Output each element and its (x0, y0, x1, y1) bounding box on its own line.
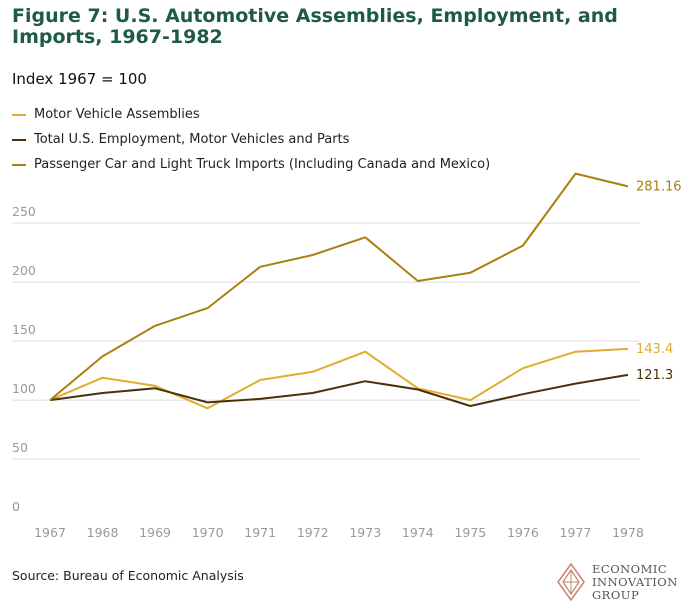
x-tick-label-1971: 1971 (244, 525, 276, 540)
x-tick-label-1977: 1977 (560, 525, 592, 540)
logo-line-2: INNOVATION (592, 574, 678, 589)
series-layer (49, 172, 629, 410)
end-label-assemblies: 143.4 (636, 342, 673, 357)
logo-line-3: GROUP (592, 587, 640, 602)
legend-label-imports: Passenger Car and Light Truck Imports (I… (34, 157, 491, 172)
legend-swatch-assemblies (12, 113, 26, 116)
logo-line-1: ECONOMIC (592, 561, 668, 576)
y-tick-label-200: 200 (12, 263, 36, 278)
legend-swatch-imports (12, 163, 26, 166)
chart-title: Figure 7: U.S. Automotive Assemblies, Em… (12, 5, 618, 48)
x-tick-label-1974: 1974 (402, 525, 434, 540)
end-label-layer: 143.4 121.3 281.16 (636, 179, 682, 383)
x-tick-label-1969: 1969 (139, 525, 171, 540)
y-axis: 0 50 100 150 200 250 (12, 204, 36, 514)
series-line-assemblies (49, 347, 629, 410)
legend-swatch-employment (12, 138, 26, 141)
y-tick-label-100: 100 (12, 381, 36, 396)
chart-subtitle: Index 1967 = 100 (12, 70, 147, 88)
legend-item-imports: Passenger Car and Light Truck Imports (I… (12, 152, 490, 177)
x-tick-label-1973: 1973 (349, 525, 381, 540)
end-label-employment: 121.3 (636, 368, 673, 383)
y-tick-label-0: 0 (12, 499, 20, 514)
eig-logo: ECONOMIC INNOVATION GROUP (556, 562, 678, 602)
x-tick-label-1968: 1968 (87, 525, 119, 540)
eig-diamond-icon (557, 562, 585, 602)
series-line-employment (49, 373, 629, 407)
legend-label-assemblies: Motor Vehicle Assemblies (34, 107, 200, 122)
legend: Motor Vehicle Assemblies Total U.S. Empl… (12, 102, 490, 177)
x-tick-label-1970: 1970 (192, 525, 224, 540)
series-line-imports (49, 172, 629, 401)
legend-item-assemblies: Motor Vehicle Assemblies (12, 102, 490, 127)
x-axis: 1967 1968 1969 1970 1971 1972 1973 1974 1975 1976… (34, 525, 644, 540)
source-note: Source: Bureau of Economic Analysis (12, 568, 244, 583)
legend-label-employment: Total U.S. Employment, Motor Vehicles an… (34, 132, 350, 147)
x-tick-label-1975: 1975 (454, 525, 486, 540)
x-tick-label-1967: 1967 (34, 525, 66, 540)
end-label-imports: 281.16 (636, 179, 682, 194)
y-tick-label-250: 250 (12, 204, 36, 219)
y-tick-label-50: 50 (12, 440, 28, 455)
x-tick-label-1972: 1972 (297, 525, 329, 540)
x-tick-label-1976: 1976 (507, 525, 539, 540)
logo-text: ECONOMIC INNOVATION GROUP (592, 561, 678, 602)
legend-item-employment: Total U.S. Employment, Motor Vehicles an… (12, 127, 490, 152)
grid-layer (12, 222, 640, 460)
y-tick-label-150: 150 (12, 322, 36, 337)
x-tick-label-1978: 1978 (612, 525, 644, 540)
